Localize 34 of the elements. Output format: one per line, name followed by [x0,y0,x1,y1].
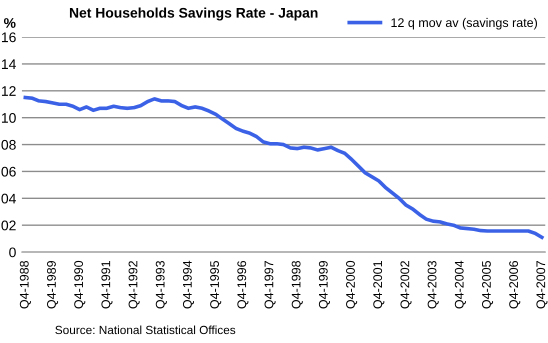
x-tick-label: Q4-2000 [346,260,358,308]
source-note: Source: National Statistical Offices [55,325,236,334]
x-tick-label: Q4-1989 [47,261,58,308]
y-tick-label: 0 [9,247,16,258]
x-tick-label: Q4-1991 [101,261,112,308]
y-tick-label: 02 [1,220,16,230]
x-tick-label: Q4-2002 [400,261,412,308]
x-tick-label: Q4-1996 [237,260,248,308]
y-tick-label: 12 [2,86,16,96]
x-tick-label: Q4-1993 [156,260,167,308]
y-tick-label: 06 [1,166,16,177]
y-tick-label: 10 [2,113,16,123]
x-tick-label: Q4-1990 [74,260,86,308]
y-tick-label: 14 [2,59,16,69]
line-series [24,96,544,240]
x-tick-label: Q4-1992 [128,261,140,308]
x-tick-label: Q4-1998 [292,260,303,308]
y-tick-label: 16 [2,32,16,42]
y-tick-label: 04 [1,194,16,204]
x-tick-label: Q4-2006 [509,260,520,308]
legend-label: 12 q mov av (savings rate) [391,18,537,30]
x-tick-label: Q4-2005 [482,260,494,308]
y-axis-title: % [4,18,16,28]
x-tick-label: Q4-1994 [182,260,194,308]
x-tick-label: Q4-2004 [454,260,466,308]
y-tick-label: 08 [1,140,16,150]
chart-title: Net Households Savings Rate - Japan [70,8,318,21]
x-tick-label: Q4-2003 [428,260,439,308]
x-tick-label: Q4-1999 [318,261,330,308]
x-tick-label: Q4-1997 [264,261,276,308]
x-tick-label: Q4-2001 [373,261,384,308]
x-tick-label: Q4-1988 [20,260,31,308]
x-tick-label: Q4-1995 [210,260,222,308]
x-tick-label: Q4-2007 [536,261,548,308]
